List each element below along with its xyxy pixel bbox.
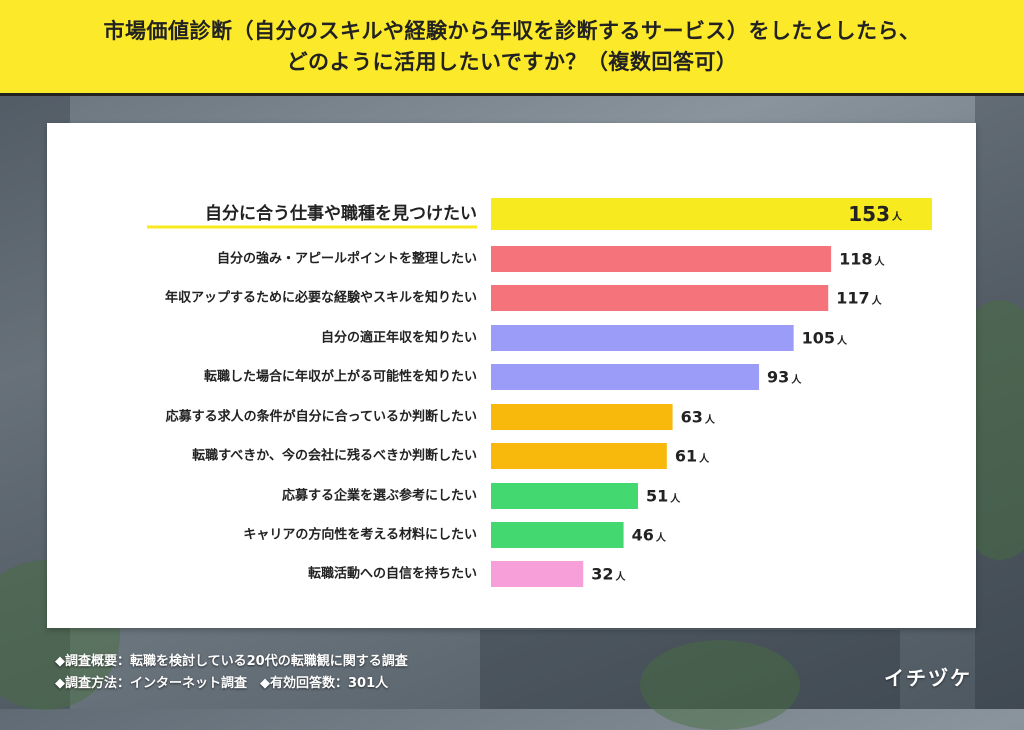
category-label: 転職活動への自信を持ちたい: [308, 566, 477, 582]
value-label: 61 人: [675, 447, 710, 466]
chart-panel: 自分に合う仕事や職種を見つけたい 153 人自分の強み・アピールポイントを整理したい…: [47, 123, 976, 628]
category-label: 応募する企業を選ぶ参考にしたい: [282, 488, 477, 504]
bar-chart: 自分に合う仕事や職種を見つけたい 153 人自分の強み・アピールポイントを整理したい…: [147, 198, 932, 587]
bar: [491, 404, 673, 430]
bar: [491, 246, 832, 272]
bar: [491, 483, 638, 509]
survey-method: ◆調査方法：インターネット調査 ◆有効回答数：301人: [55, 676, 389, 691]
category-label: 自分の強み・アピールポイントを整理したい: [217, 251, 477, 267]
brand-logo: イチヅケ: [884, 666, 972, 690]
unit-label: 人: [791, 373, 802, 386]
bar: [491, 561, 584, 587]
unit-label: 人: [875, 255, 886, 268]
chart-title-line1: 市場価値診断（自分のスキルや経験から年収を診断するサービス）をしたとしたら、: [103, 18, 921, 43]
unit-label: 人: [699, 452, 710, 465]
bar: [491, 364, 760, 390]
category-label: 自分に合う仕事や職種を見つけたい: [205, 203, 477, 224]
survey-overview: ◆調査概要：転職を検討している20代の転職観に関する調査: [55, 654, 408, 669]
bar: [491, 522, 624, 548]
background-building-bottom: [480, 630, 900, 709]
category-label: 転職した場合に年収が上がる可能性を知りたい: [204, 369, 477, 385]
unit-label: 人: [872, 294, 883, 307]
bar: [491, 285, 829, 311]
value-label: 63 人: [681, 408, 716, 427]
value-label: 51 人: [646, 487, 681, 506]
value-label: 32 人: [591, 565, 626, 584]
title-banner: 市場価値診断（自分のスキルや経験から年収を診断するサービス）をしたとしたら、 ど…: [0, 0, 1024, 96]
background-tree-bottom: [640, 640, 800, 730]
unit-label: 人: [705, 413, 716, 426]
unit-label: 人: [656, 531, 667, 544]
background-building-right: [975, 96, 1024, 709]
unit-label: 人: [892, 210, 903, 223]
category-label: キャリアの方向性を考える材料にしたい: [243, 527, 477, 543]
value-label: 105 人: [802, 329, 848, 348]
unit-label: 人: [837, 334, 848, 347]
value-label: 118 人: [839, 250, 885, 269]
unit-label: 人: [670, 492, 681, 505]
category-label: 年収アップするために必要な経験やスキルを知りたい: [165, 290, 477, 306]
bar: [491, 198, 932, 230]
bar: [491, 325, 794, 351]
bar: [491, 443, 667, 469]
value-label: 93 人: [767, 368, 802, 387]
category-label: 応募する求人の条件が自分に合っているか判断したい: [166, 409, 477, 425]
value-label: 117 人: [836, 289, 882, 308]
chart-title-line2: どのように活用したいですか？（複数回答可）: [286, 49, 738, 74]
unit-label: 人: [616, 570, 627, 583]
value-label: 46 人: [632, 526, 667, 545]
category-label: 自分の適正年収を知りたい: [321, 330, 477, 346]
category-label: 転職すべきか、今の会社に残るべきか判断したい: [192, 448, 477, 464]
